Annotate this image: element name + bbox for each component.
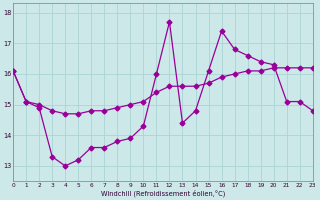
X-axis label: Windchill (Refroidissement éolien,°C): Windchill (Refroidissement éolien,°C) — [101, 189, 225, 197]
